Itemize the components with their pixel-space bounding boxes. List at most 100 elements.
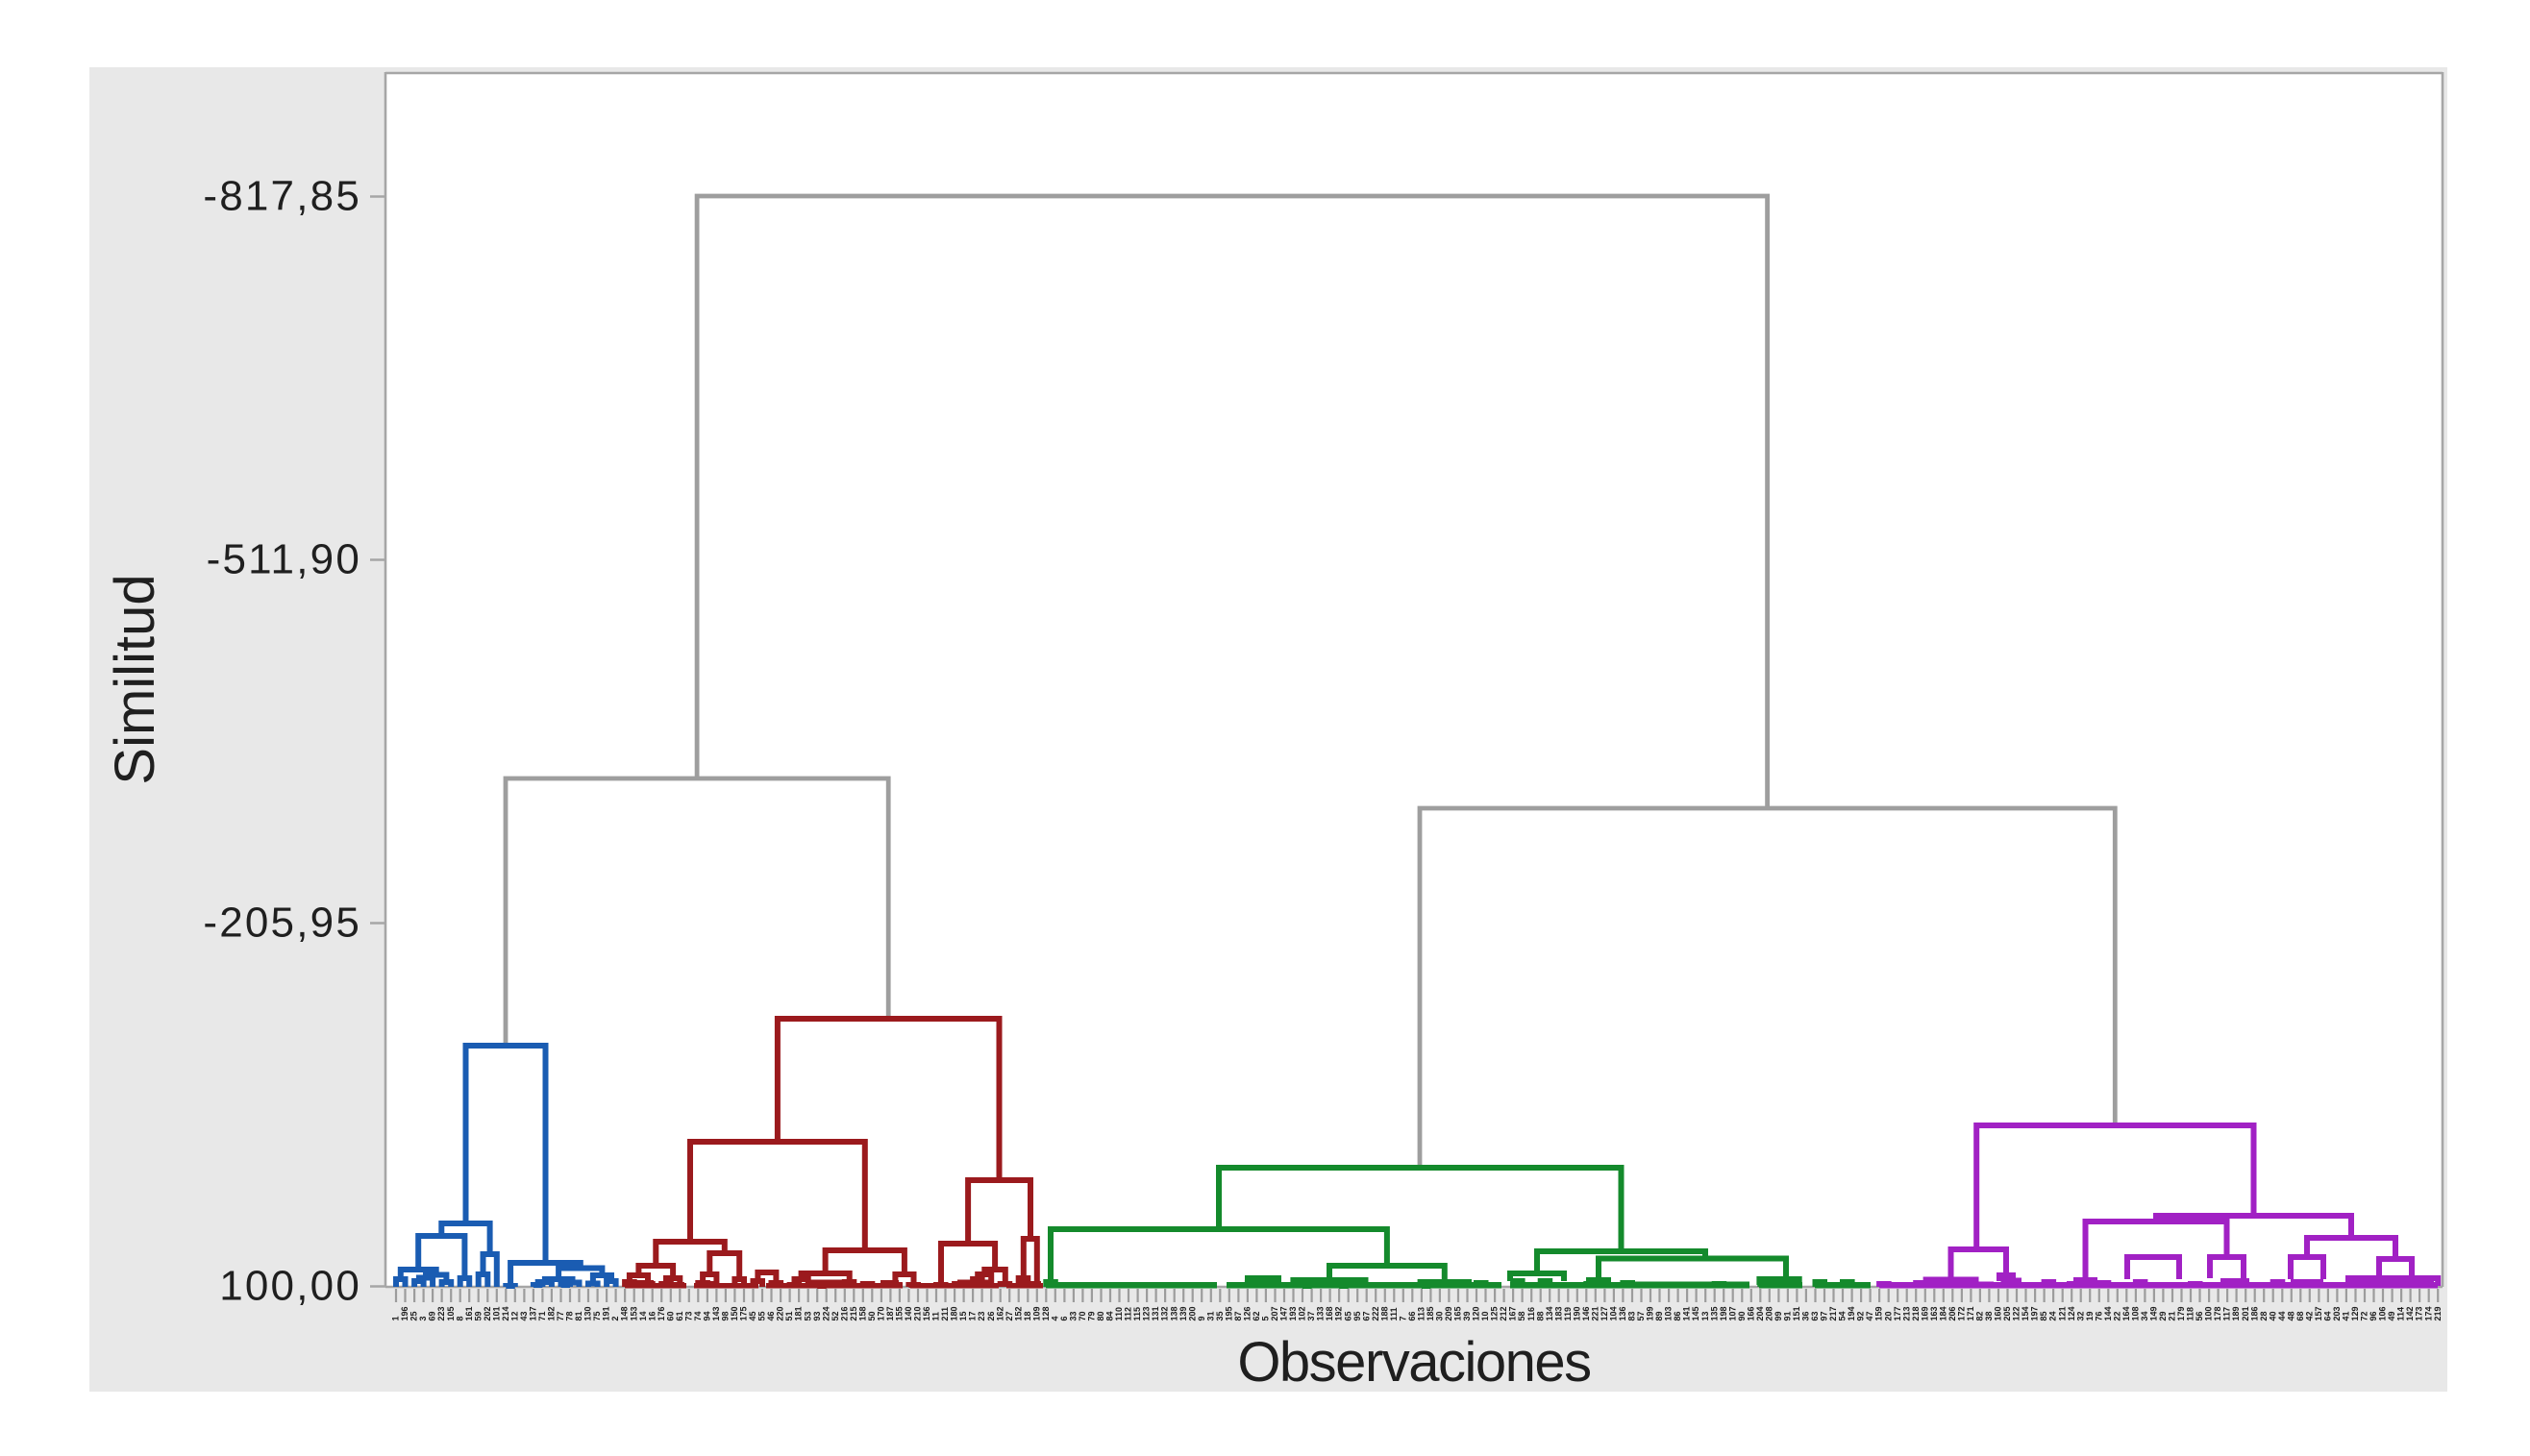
svg-text:21: 21 <box>2168 1311 2177 1320</box>
svg-text:132: 132 <box>1160 1306 1170 1320</box>
svg-text:96: 96 <box>2369 1311 2378 1320</box>
svg-text:-817,85: -817,85 <box>203 173 361 220</box>
svg-text:150: 150 <box>730 1306 739 1320</box>
svg-text:216: 216 <box>839 1306 849 1320</box>
svg-text:167: 167 <box>1508 1306 1518 1320</box>
svg-text:137: 137 <box>529 1306 538 1320</box>
svg-text:110: 110 <box>1114 1307 1124 1321</box>
svg-text:148: 148 <box>620 1306 630 1320</box>
svg-text:149: 149 <box>2149 1306 2159 1320</box>
svg-text:94: 94 <box>703 1311 712 1320</box>
svg-text:18: 18 <box>1023 1311 1032 1320</box>
svg-text:109: 109 <box>1031 1306 1041 1320</box>
svg-text:29: 29 <box>2158 1311 2168 1320</box>
svg-text:213: 213 <box>1901 1306 1911 1320</box>
svg-text:77: 77 <box>556 1311 565 1320</box>
svg-text:36: 36 <box>1801 1311 1811 1320</box>
svg-text:64: 64 <box>2323 1311 2333 1320</box>
svg-text:122: 122 <box>2012 1306 2022 1320</box>
svg-text:141: 141 <box>1682 1306 1692 1320</box>
svg-text:16: 16 <box>647 1311 657 1320</box>
svg-text:178: 178 <box>2213 1306 2222 1320</box>
svg-text:14: 14 <box>638 1311 648 1320</box>
svg-text:30: 30 <box>1435 1311 1445 1320</box>
svg-text:194: 194 <box>1847 1306 1856 1320</box>
svg-text:126: 126 <box>1243 1306 1253 1320</box>
svg-text:13: 13 <box>1700 1311 1710 1320</box>
svg-text:165: 165 <box>1453 1306 1463 1320</box>
svg-text:166: 166 <box>1746 1306 1755 1320</box>
svg-text:158: 158 <box>857 1306 867 1320</box>
svg-text:185: 185 <box>1426 1306 1435 1320</box>
svg-text:220: 220 <box>776 1306 785 1320</box>
svg-text:142: 142 <box>2405 1306 2415 1320</box>
svg-text:102: 102 <box>1298 1306 1307 1320</box>
svg-text:44: 44 <box>2277 1311 2287 1320</box>
svg-text:39: 39 <box>1462 1311 1472 1320</box>
svg-text:-511,90: -511,90 <box>207 536 361 583</box>
svg-text:59: 59 <box>473 1311 483 1320</box>
svg-text:162: 162 <box>995 1306 1005 1320</box>
svg-text:12: 12 <box>509 1311 519 1320</box>
svg-text:9: 9 <box>1197 1316 1206 1320</box>
svg-text:65: 65 <box>1343 1311 1352 1320</box>
svg-text:113: 113 <box>1417 1307 1426 1321</box>
svg-text:82: 82 <box>1975 1311 1985 1320</box>
svg-text:79: 79 <box>1087 1311 1097 1320</box>
svg-text:199: 199 <box>1646 1306 1655 1320</box>
svg-text:189: 189 <box>2231 1306 2241 1320</box>
svg-text:145: 145 <box>1691 1306 1700 1320</box>
svg-text:125: 125 <box>1490 1306 1500 1320</box>
svg-text:89: 89 <box>1654 1311 1664 1320</box>
svg-text:144: 144 <box>2103 1306 2113 1320</box>
svg-text:8: 8 <box>455 1316 464 1320</box>
svg-text:172: 172 <box>1957 1306 1967 1320</box>
svg-text:134: 134 <box>1545 1306 1554 1320</box>
svg-text:32: 32 <box>2075 1311 2085 1320</box>
svg-text:68: 68 <box>2295 1311 2305 1320</box>
svg-text:25: 25 <box>409 1311 419 1320</box>
svg-text:92: 92 <box>1856 1311 1866 1320</box>
svg-text:190: 190 <box>1572 1306 1581 1320</box>
svg-text:140: 140 <box>904 1306 913 1320</box>
svg-text:212: 212 <box>1499 1306 1508 1320</box>
svg-text:57: 57 <box>1636 1311 1646 1320</box>
svg-text:46: 46 <box>766 1311 776 1320</box>
svg-text:93: 93 <box>812 1311 822 1320</box>
svg-text:78: 78 <box>565 1311 575 1320</box>
svg-text:1: 1 <box>391 1316 401 1320</box>
svg-text:143: 143 <box>711 1306 721 1320</box>
svg-text:205: 205 <box>2002 1306 2012 1320</box>
svg-text:223: 223 <box>436 1306 446 1320</box>
svg-text:47: 47 <box>1865 1311 1874 1320</box>
svg-text:28: 28 <box>2259 1311 2269 1320</box>
svg-text:115: 115 <box>1132 1307 1142 1321</box>
svg-text:175: 175 <box>739 1306 749 1320</box>
svg-text:151: 151 <box>1792 1306 1801 1320</box>
svg-text:201: 201 <box>2241 1306 2250 1320</box>
svg-text:7: 7 <box>1398 1316 1407 1320</box>
svg-text:200: 200 <box>1187 1306 1197 1320</box>
svg-text:84: 84 <box>1105 1311 1115 1320</box>
svg-text:187: 187 <box>885 1306 895 1320</box>
svg-text:174: 174 <box>2423 1306 2433 1320</box>
svg-text:5: 5 <box>1261 1316 1271 1320</box>
svg-text:90: 90 <box>1737 1311 1747 1320</box>
svg-text:61: 61 <box>675 1311 684 1320</box>
svg-text:124: 124 <box>2067 1306 2076 1320</box>
svg-text:135: 135 <box>1709 1306 1719 1320</box>
svg-text:26: 26 <box>986 1311 996 1320</box>
svg-text:105: 105 <box>446 1306 456 1320</box>
svg-text:Observaciones: Observaciones <box>1237 1331 1590 1394</box>
svg-text:37: 37 <box>1306 1311 1316 1320</box>
svg-text:159: 159 <box>1874 1306 1884 1320</box>
svg-text:181: 181 <box>794 1306 804 1320</box>
svg-text:161: 161 <box>464 1306 474 1320</box>
svg-text:152: 152 <box>1013 1306 1023 1320</box>
svg-text:103: 103 <box>1664 1306 1674 1320</box>
svg-text:192: 192 <box>1334 1306 1344 1320</box>
svg-text:206: 206 <box>1947 1306 1957 1320</box>
svg-text:112: 112 <box>1124 1307 1133 1321</box>
svg-text:114: 114 <box>2396 1307 2406 1321</box>
svg-text:99: 99 <box>1773 1311 1783 1320</box>
